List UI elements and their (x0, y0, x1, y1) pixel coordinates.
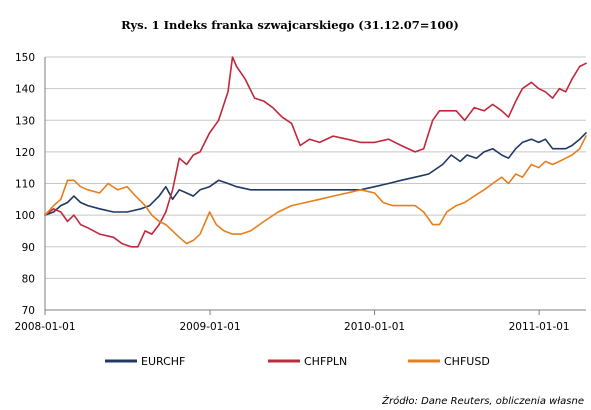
y-tick-label: 130 (15, 115, 35, 127)
series-line-chfpln (44, 56, 587, 248)
x-tick-label: 2010-01-01 (344, 321, 405, 333)
series-line-eurchf (44, 132, 587, 216)
series-line-chfusd (44, 135, 587, 245)
legend: EURCHF CHFPLN CHFUSD (105, 355, 490, 368)
x-tick-label: 2011-01-01 (509, 321, 570, 333)
x-tick-label: 2008-01-01 (14, 321, 75, 333)
y-tick-label: 70 (22, 305, 35, 317)
source-note: Źródło: Dane Reuters, obliczenia własne (381, 394, 584, 407)
y-tick-label: 140 (15, 84, 35, 96)
y-tick-label: 120 (15, 147, 35, 159)
x-tick-label: 2009-01-01 (179, 321, 240, 333)
y-tick-label: 90 (22, 242, 35, 254)
y-tick-label: 150 (15, 52, 35, 64)
series-lines (44, 56, 587, 248)
y-tick-label: 80 (22, 273, 35, 285)
legend-label-chfusd: CHFUSD (444, 355, 490, 368)
legend-label-eurchf: EURCHF (141, 355, 185, 368)
y-tick-label: 110 (15, 179, 35, 191)
legend-label-chfpln: CHFPLN (304, 355, 347, 368)
axes: 70 80 90 100 110 120 130 140 150 2008-01-01 2009-0… (14, 52, 586, 333)
y-tick-label: 100 (15, 210, 35, 222)
chart-title: Rys. 1 Indeks franka szwajcarskiego (31.… (121, 18, 459, 32)
